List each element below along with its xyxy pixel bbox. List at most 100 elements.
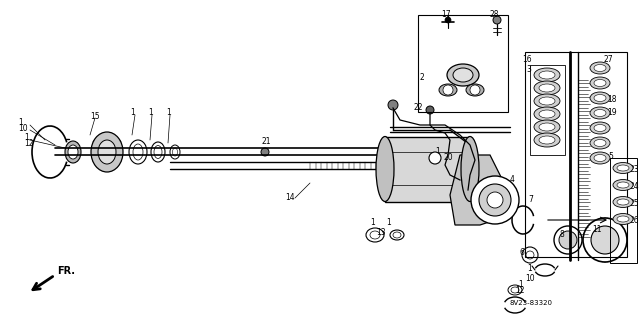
Ellipse shape (617, 199, 629, 205)
Ellipse shape (590, 92, 610, 104)
Ellipse shape (613, 197, 633, 207)
Text: 18: 18 (607, 95, 616, 104)
Circle shape (526, 251, 534, 259)
Ellipse shape (447, 64, 479, 86)
Ellipse shape (466, 84, 484, 96)
Ellipse shape (539, 110, 555, 118)
Text: 1: 1 (386, 218, 391, 227)
Circle shape (443, 85, 453, 95)
Text: 24: 24 (630, 182, 639, 191)
Ellipse shape (534, 68, 560, 82)
Ellipse shape (594, 79, 606, 86)
Ellipse shape (98, 140, 116, 164)
Circle shape (429, 152, 441, 164)
Text: 28: 28 (490, 10, 499, 19)
Ellipse shape (539, 136, 555, 144)
Circle shape (470, 85, 480, 95)
Ellipse shape (594, 94, 606, 101)
Ellipse shape (590, 137, 610, 149)
Ellipse shape (590, 107, 610, 119)
Text: 9: 9 (499, 187, 504, 196)
Text: 4: 4 (510, 175, 515, 184)
Ellipse shape (590, 77, 610, 89)
Ellipse shape (508, 285, 522, 295)
Bar (525, 52, 627, 257)
Bar (385, 137, 470, 202)
Ellipse shape (617, 216, 629, 222)
Text: 1: 1 (370, 218, 375, 227)
Text: 16: 16 (522, 55, 532, 64)
Circle shape (522, 247, 538, 263)
Ellipse shape (511, 287, 519, 293)
Text: 27: 27 (603, 55, 612, 64)
Text: 10: 10 (18, 124, 28, 133)
Text: 8V23-83320: 8V23-83320 (510, 300, 553, 306)
Text: 3: 3 (526, 65, 531, 74)
Text: 1: 1 (435, 147, 440, 156)
Circle shape (445, 17, 451, 23)
Text: 8: 8 (560, 230, 564, 239)
Ellipse shape (91, 132, 123, 172)
Ellipse shape (613, 180, 633, 190)
Circle shape (559, 231, 577, 249)
Circle shape (388, 100, 398, 110)
Ellipse shape (539, 97, 555, 105)
Ellipse shape (534, 133, 560, 147)
Text: 13: 13 (376, 228, 386, 237)
Ellipse shape (594, 109, 606, 116)
Ellipse shape (390, 230, 404, 240)
Circle shape (487, 192, 503, 208)
Ellipse shape (129, 140, 147, 164)
Ellipse shape (173, 148, 177, 156)
Text: 1: 1 (518, 280, 523, 289)
Ellipse shape (594, 124, 606, 131)
Text: 6: 6 (519, 248, 524, 257)
Text: 1: 1 (24, 133, 29, 142)
Circle shape (471, 176, 519, 224)
Text: 2: 2 (420, 73, 425, 82)
Text: 14: 14 (285, 193, 294, 202)
Circle shape (479, 184, 511, 216)
Text: 1: 1 (130, 108, 135, 117)
Text: 23: 23 (630, 165, 639, 174)
Ellipse shape (170, 145, 180, 159)
Text: 1: 1 (527, 264, 532, 273)
Text: 7: 7 (528, 195, 533, 204)
Text: 21: 21 (262, 137, 271, 146)
Ellipse shape (590, 62, 610, 74)
Bar (530, 65, 565, 155)
Ellipse shape (594, 154, 606, 161)
Bar (610, 158, 637, 263)
Circle shape (426, 106, 434, 114)
Text: 1: 1 (148, 108, 153, 117)
Text: 25: 25 (630, 199, 639, 208)
Ellipse shape (617, 165, 629, 171)
Text: FR.: FR. (57, 266, 75, 276)
Text: 15: 15 (90, 112, 100, 121)
Ellipse shape (453, 68, 473, 82)
Ellipse shape (376, 137, 394, 202)
Circle shape (554, 226, 582, 254)
Text: 19: 19 (607, 108, 616, 117)
Text: 20: 20 (443, 153, 452, 162)
Ellipse shape (439, 84, 457, 96)
Circle shape (261, 148, 269, 156)
Ellipse shape (534, 94, 560, 108)
Circle shape (583, 218, 627, 262)
Text: 26: 26 (630, 216, 639, 225)
Ellipse shape (534, 120, 560, 134)
Ellipse shape (534, 81, 560, 95)
Ellipse shape (154, 145, 162, 159)
Circle shape (493, 16, 501, 24)
Text: 12: 12 (515, 286, 525, 295)
Ellipse shape (590, 152, 610, 164)
Ellipse shape (461, 137, 479, 202)
Text: 1: 1 (18, 118, 23, 127)
Text: 12: 12 (24, 139, 33, 148)
Ellipse shape (370, 231, 380, 239)
Ellipse shape (393, 232, 401, 238)
Circle shape (591, 226, 619, 254)
Ellipse shape (617, 182, 629, 188)
Polygon shape (450, 155, 510, 225)
Ellipse shape (539, 84, 555, 92)
